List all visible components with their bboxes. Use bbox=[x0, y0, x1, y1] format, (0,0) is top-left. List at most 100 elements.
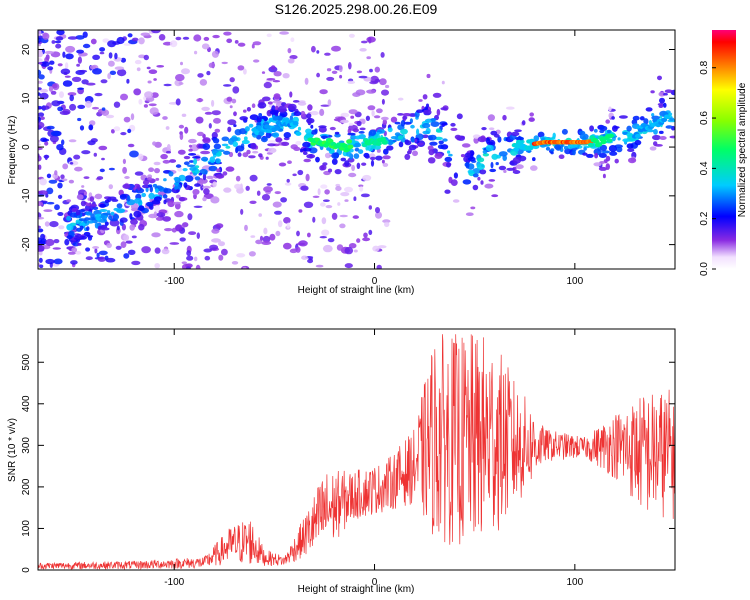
spectrogram-cell bbox=[295, 140, 302, 146]
spectrogram-cell bbox=[99, 209, 108, 212]
spectrogram-cell bbox=[200, 150, 211, 155]
spectrogram-cell bbox=[404, 153, 411, 160]
spectrogram-cell bbox=[283, 242, 292, 250]
spectrogram-cell bbox=[375, 211, 382, 219]
spectrogram-cell bbox=[65, 45, 76, 53]
spectrogram-cell bbox=[54, 40, 62, 44]
spectrogram-cell bbox=[598, 153, 607, 158]
spectrogram-cell bbox=[312, 195, 320, 198]
spectrogram-cell bbox=[177, 184, 181, 190]
spectrogram-cell bbox=[358, 131, 365, 134]
spectrogram-cell bbox=[75, 210, 81, 216]
x-tick-label: 0 bbox=[372, 276, 378, 287]
spectrogram-cell bbox=[92, 54, 100, 60]
spectrogram-cell bbox=[602, 173, 606, 179]
spectrogram-cell bbox=[151, 199, 161, 205]
spectrogram-cell bbox=[318, 125, 327, 129]
spectrogram-cell bbox=[368, 229, 373, 235]
spectrogram-cell bbox=[470, 206, 476, 210]
spectrogram-cell bbox=[319, 236, 327, 239]
spectrogram-cell bbox=[147, 177, 153, 181]
spectrogram-cell bbox=[53, 239, 60, 244]
spectrogram-cell bbox=[134, 183, 140, 187]
spectrogram-cell bbox=[108, 60, 115, 67]
spectrogram-cell bbox=[163, 178, 167, 182]
spectrogram-cell bbox=[115, 245, 122, 250]
spectrogram-cell bbox=[326, 68, 332, 72]
spectrogram-cell bbox=[175, 98, 181, 106]
spectrogram-cell bbox=[100, 79, 108, 84]
y-tick-label: 300 bbox=[21, 437, 32, 454]
spectrogram-cell bbox=[68, 139, 77, 143]
spectrogram-cell bbox=[327, 168, 333, 173]
spectrogram-cell bbox=[381, 116, 389, 121]
spectrogram-cell bbox=[550, 148, 555, 152]
spectrogram-cell bbox=[664, 89, 673, 93]
spectrogram-cell bbox=[138, 223, 145, 231]
spectrogram-cell bbox=[114, 52, 118, 60]
spectrogram-cell bbox=[278, 162, 287, 167]
spectrogram-cell bbox=[85, 100, 92, 108]
y-tick-label: 20 bbox=[21, 44, 32, 56]
spectrogram-cell bbox=[89, 120, 96, 126]
spectrogram-cell bbox=[40, 233, 46, 240]
spectrogram-cell bbox=[209, 244, 219, 251]
spectrogram-cell bbox=[123, 253, 130, 259]
spectrogram-cell bbox=[248, 155, 256, 159]
spectrogram-cell bbox=[153, 78, 157, 81]
spectrogram-cell bbox=[337, 202, 341, 206]
spectrogram-cell bbox=[629, 137, 636, 142]
spectrogram-cell bbox=[622, 138, 630, 143]
spectrogram-cell bbox=[112, 213, 120, 220]
spectrogram-cell bbox=[58, 225, 65, 230]
spectrogram-cell bbox=[319, 165, 325, 171]
spectrogram-cell bbox=[232, 86, 240, 94]
spectrogram-cell bbox=[155, 216, 164, 221]
spectrogram-cell bbox=[110, 211, 115, 216]
spectrogram-cell bbox=[318, 126, 327, 133]
spectrogram-cell bbox=[223, 84, 232, 87]
spectrogram-cell bbox=[344, 160, 350, 167]
spectrogram-cell bbox=[329, 126, 336, 131]
spectrogram-cell bbox=[477, 176, 481, 181]
spectrogram-cell bbox=[607, 133, 614, 138]
spectrogram-cell bbox=[94, 193, 103, 200]
spectrogram-cell bbox=[376, 108, 383, 114]
spectrogram-cell bbox=[203, 36, 210, 41]
spectrogram-cell bbox=[105, 199, 110, 203]
spectrogram-cell bbox=[155, 188, 159, 194]
spectrogram-cell bbox=[40, 61, 50, 67]
spectrogram-cell bbox=[497, 136, 502, 143]
spectrogram-cell bbox=[208, 123, 212, 129]
spectrogram-cell bbox=[436, 108, 441, 116]
spectrogram-cell bbox=[136, 67, 141, 72]
spectrogram-cell bbox=[310, 111, 319, 116]
spectrogram-cell bbox=[404, 140, 412, 146]
spectrogram-cell bbox=[113, 207, 119, 211]
spectrogram-cell bbox=[57, 182, 63, 189]
spectrogram-cell bbox=[68, 179, 74, 184]
spectrogram-cell bbox=[472, 173, 479, 178]
spectrogram-cell bbox=[141, 246, 151, 254]
spectrogram-cell bbox=[605, 155, 611, 162]
spectrogram-cell bbox=[331, 45, 341, 52]
spectrogram-cell bbox=[226, 38, 233, 44]
spectrogram-cell bbox=[359, 127, 366, 131]
spectrogram-cell bbox=[198, 172, 203, 176]
spectrogram-cell bbox=[432, 92, 442, 98]
spectrogram-cell bbox=[194, 256, 198, 262]
spectrogram-cell bbox=[121, 223, 126, 231]
spectrogram-cell bbox=[147, 184, 153, 188]
spectrogram-cell bbox=[277, 220, 283, 228]
spectrogram-cell bbox=[127, 128, 132, 134]
spectrogram-cell bbox=[356, 162, 361, 169]
spectrogram-cell bbox=[334, 133, 341, 138]
spectrogram-cell bbox=[383, 148, 389, 155]
spectrogram-cell bbox=[579, 133, 589, 140]
spectrogram-cell bbox=[287, 160, 292, 164]
spectrogram-cell bbox=[444, 156, 453, 162]
spectrogram-cell bbox=[79, 69, 88, 73]
colorbar-tick-label: 0.8 bbox=[699, 60, 710, 74]
spectrogram-cell bbox=[229, 77, 235, 83]
spectrogram-cell bbox=[79, 125, 85, 131]
